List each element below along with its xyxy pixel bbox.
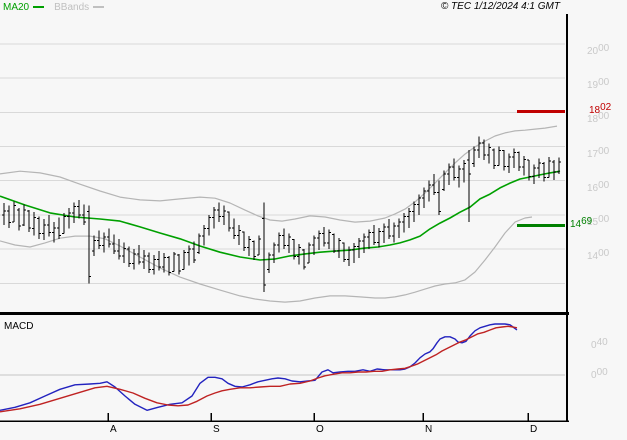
- month-label: O: [316, 424, 324, 435]
- price-axis-label: 1900: [587, 77, 610, 92]
- signal-line: [0, 325, 518, 413]
- macd-axis-label: 000: [591, 367, 608, 381]
- macd-panel-title: MACD: [4, 321, 34, 332]
- ma20-line: [0, 170, 561, 261]
- support-level-label: 1469: [570, 215, 593, 230]
- price-axis-label: 1700: [587, 145, 610, 160]
- bbands-legend-line-swatch: [93, 6, 105, 9]
- legend-item-bbands: BBands: [54, 2, 105, 13]
- month-label: N: [425, 424, 433, 435]
- panel-separator: [0, 312, 569, 315]
- month-label: S: [213, 424, 220, 435]
- resistance-level-label: 1802: [589, 101, 612, 116]
- macd-line: [0, 323, 518, 411]
- bollinger-lower-line: [0, 216, 533, 303]
- price-axis-label: 2000: [587, 43, 610, 58]
- bbands-legend-label: BBands: [54, 2, 90, 13]
- macd-axis-label: 040: [591, 337, 608, 351]
- price-axis-label: 1500: [587, 213, 610, 228]
- month-label: D: [530, 424, 538, 435]
- price-axis-label: 1600: [587, 179, 610, 194]
- bollinger-upper-line: [0, 125, 558, 223]
- price-axis-label: 1800: [587, 111, 610, 126]
- chart-legend: MA20 BBands: [3, 3, 114, 13]
- month-label: A: [110, 424, 117, 435]
- price-axis-label: 1400: [587, 248, 610, 263]
- ma20-legend-line-swatch: [33, 6, 45, 9]
- ma20-legend-label: MA20: [3, 2, 30, 13]
- legend-item-ma20: MA20: [3, 2, 45, 13]
- copyright-text: © TEC 1/12/2024 4:1 GMT: [440, 1, 560, 12]
